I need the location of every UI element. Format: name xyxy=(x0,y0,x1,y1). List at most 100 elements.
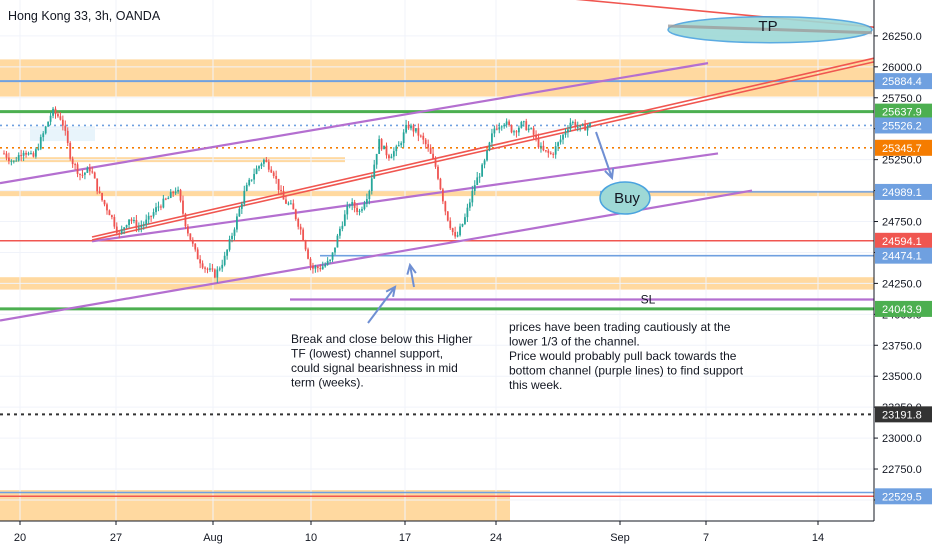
candle-body xyxy=(123,227,126,230)
candle-body xyxy=(34,149,37,157)
candle-body xyxy=(299,226,302,230)
price-badge xyxy=(875,117,932,134)
candle-body xyxy=(476,177,479,186)
candle-body xyxy=(130,219,133,221)
candle-body xyxy=(513,131,515,133)
candle-body xyxy=(329,259,332,261)
candle-body xyxy=(336,235,339,248)
candle-body xyxy=(162,198,165,208)
time-tick-label: Sep xyxy=(610,532,630,544)
candle-body xyxy=(446,211,449,221)
candle-body xyxy=(12,160,15,162)
candle-body xyxy=(412,125,415,132)
candle-body xyxy=(211,268,214,270)
candle-body xyxy=(135,220,138,229)
price-badge xyxy=(875,103,932,120)
price-badge xyxy=(875,139,932,156)
candle-body xyxy=(579,125,582,127)
candle-body xyxy=(356,207,358,212)
candle-body xyxy=(231,235,233,240)
candle-body xyxy=(505,121,508,125)
candle-body xyxy=(101,193,103,201)
candle-body xyxy=(267,161,270,170)
candle-body xyxy=(549,152,552,154)
candle-body xyxy=(243,190,246,204)
time-tick-label: 10 xyxy=(305,532,317,544)
candle-body xyxy=(380,139,383,150)
candle-body xyxy=(586,126,589,131)
candle-body xyxy=(59,116,62,120)
candle-body xyxy=(69,142,72,159)
sl-label: SL xyxy=(641,292,656,306)
candle-body xyxy=(172,191,175,194)
channel-line xyxy=(91,61,875,241)
candle-body xyxy=(47,121,50,127)
candle-body xyxy=(289,203,292,205)
candle-body xyxy=(392,151,395,157)
candle-body xyxy=(334,247,336,253)
buy-label: Buy xyxy=(614,190,640,207)
price-badge-label: 23191.8 xyxy=(882,409,922,421)
candle-body xyxy=(20,155,23,157)
candle-body xyxy=(395,146,398,152)
candle-body xyxy=(199,259,202,264)
candle-body xyxy=(194,243,197,250)
chart-title: Hong Kong 33, 3h, OANDA xyxy=(8,9,161,23)
candle-body xyxy=(552,153,555,155)
candle-body xyxy=(277,178,280,190)
price-badge-label: 22529.5 xyxy=(882,491,922,503)
candle-body xyxy=(37,148,40,150)
candle-body xyxy=(434,158,437,167)
candle-body xyxy=(547,150,550,153)
candle-body xyxy=(397,145,400,147)
candle-body xyxy=(429,147,432,154)
candle-body xyxy=(574,121,577,128)
price-badge xyxy=(875,300,932,317)
candle-body xyxy=(304,240,307,250)
candle-body xyxy=(142,224,145,226)
candle-body xyxy=(174,191,177,194)
price-badge xyxy=(875,406,932,423)
candle-body xyxy=(81,174,84,176)
zone-box xyxy=(0,490,510,521)
candle-body xyxy=(108,210,111,216)
candle-body xyxy=(312,265,314,269)
price-badge-label: 24043.9 xyxy=(882,304,922,316)
price-badge-label: 24474.1 xyxy=(882,251,922,263)
candle-body xyxy=(415,128,417,132)
candle-body xyxy=(326,260,329,265)
candle-body xyxy=(17,155,20,161)
candle-body xyxy=(189,233,192,240)
price-badge-label: 24989.1 xyxy=(882,187,922,199)
candle-body xyxy=(424,139,427,145)
candle-body xyxy=(486,150,488,161)
note-line: Break and close below this Higher xyxy=(291,332,472,346)
candle-body xyxy=(493,128,496,134)
candle-body xyxy=(361,209,363,211)
candle-body xyxy=(140,225,143,228)
overlay-layer: TP Buy SL Break and close below this Higher… xyxy=(291,15,873,392)
candle-body xyxy=(427,144,430,148)
candle-body xyxy=(88,167,91,172)
candle-body xyxy=(128,219,130,226)
zone-box xyxy=(0,59,874,97)
candle-body xyxy=(510,125,513,133)
note-left: Break and close below this Higher TF (low… xyxy=(291,332,472,390)
candle-body xyxy=(559,139,562,143)
candle-body xyxy=(250,179,253,181)
candle-body xyxy=(339,228,341,236)
time-tick-label: 17 xyxy=(399,532,411,544)
candle-body xyxy=(184,213,187,227)
price-badge-label: 25637.9 xyxy=(882,107,922,119)
candle-body xyxy=(228,239,231,250)
price-axis-layer: 26250.026000.025750.025500.025250.025000… xyxy=(873,0,932,550)
candle-body xyxy=(517,127,520,133)
note-line: could signal bearishness in mid xyxy=(291,361,458,375)
candle-body xyxy=(285,199,287,204)
candle-body xyxy=(449,220,452,229)
candle-body xyxy=(137,227,140,229)
candle-body xyxy=(287,203,290,205)
candle-body xyxy=(71,158,74,165)
candle-body xyxy=(177,189,179,192)
time-axis-layer: 20 27 Aug 10 17 24 Sep 7 14 xyxy=(0,520,874,544)
